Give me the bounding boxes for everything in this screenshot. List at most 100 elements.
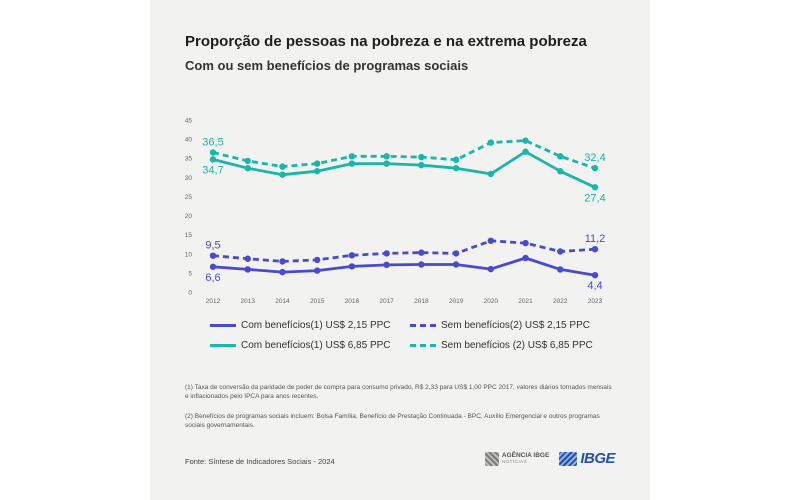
data-point — [279, 268, 286, 276]
data-point — [452, 156, 460, 163]
data-point — [487, 265, 495, 273]
data-point — [452, 164, 460, 172]
data-point — [522, 239, 529, 247]
legend-item-sem-6-85: Sem benefícios (2) US$ 6,85 PPC — [410, 340, 593, 351]
data-point — [418, 161, 425, 169]
data-point — [383, 261, 390, 269]
y-tick-label: 10 — [185, 251, 193, 258]
data-label: 4,4 — [587, 280, 602, 292]
data-labels: 6,6 4,4 9,5 11,2 34,7 27,4 36,5 32,4 — [202, 136, 605, 292]
data-label: 11,2 — [585, 233, 606, 245]
series-line-3 — [212, 139, 596, 170]
ibge-logo-icon — [559, 451, 578, 466]
data-point — [383, 250, 390, 257]
data-point — [557, 168, 564, 175]
data-point — [348, 153, 356, 160]
data-point — [209, 263, 217, 270]
x-tick-label: 2014 — [275, 298, 290, 305]
data-point — [244, 255, 251, 262]
data-point — [313, 168, 321, 175]
x-tick-label: 2015 — [310, 298, 325, 305]
y-tick-label: 35 — [185, 156, 193, 163]
data-point — [522, 148, 529, 155]
y-tick-label: 0 — [188, 290, 192, 297]
y-tick-label: 15 — [185, 232, 193, 239]
agencia-ibge-logo-icon — [484, 451, 499, 466]
series-line-0 — [212, 256, 596, 277]
data-point — [418, 249, 425, 256]
footnote-1: (1) Taxa de conversão da paridade de pod… — [185, 384, 612, 401]
data-label: 27,4 — [584, 192, 605, 204]
source-text: Fonte: Síntese de Indicadores Sociais - … — [185, 457, 335, 466]
data-point — [348, 263, 356, 270]
infographic-card: Proporção de pessoas na pobreza e na ext… — [150, 0, 650, 500]
legend-item-sem-2-15: Sem benefícios(2) US$ 2,15 PPC — [410, 320, 590, 331]
legend-label: Sem benefícios (2) US$ 6,85 PPC — [441, 340, 593, 351]
data-point — [418, 153, 425, 161]
agencia-ibge-logo: AGÊNCIA IBGE NOTÍCIAS — [484, 451, 549, 466]
y-tick-label: 40 — [185, 137, 193, 144]
data-point — [591, 245, 599, 253]
legend-swatch — [210, 344, 236, 347]
data-point — [452, 250, 460, 257]
x-tick-label: 2020 — [484, 298, 499, 305]
data-point — [557, 266, 564, 273]
chart-subtitle: Com ou sem benefícios de programas socia… — [185, 58, 469, 73]
legend-swatch — [210, 324, 236, 327]
legend-label: Com benefícios(1) US$ 6,85 PPC — [241, 340, 391, 351]
x-tick-label: 2022 — [553, 298, 568, 305]
data-point — [313, 256, 321, 264]
data-point — [522, 254, 529, 262]
x-tick-label: 2016 — [345, 298, 360, 305]
chart-title: Proporção de pessoas na pobreza e na ext… — [185, 33, 587, 50]
legend-swatch — [410, 344, 436, 347]
x-tick-label: 2019 — [449, 298, 464, 305]
series-line-2 — [212, 150, 596, 189]
legend-item-com-2-15: Com benefícios(1) US$ 2,15 PPC — [210, 320, 391, 331]
ibge-logo: IBGE — [559, 450, 615, 467]
y-tick-label: 30 — [185, 175, 193, 182]
data-point — [244, 157, 251, 165]
data-point — [452, 261, 460, 268]
data-point — [418, 261, 425, 268]
legend-item-com-6-85: Com benefícios(1) US$ 6,85 PPC — [210, 340, 391, 351]
footnote-2: (2) Benefícios de programas sociais incl… — [185, 413, 600, 430]
series-line-1 — [212, 239, 596, 263]
data-point — [487, 237, 495, 244]
data-point — [383, 153, 390, 160]
logos: AGÊNCIA IBGE NOTÍCIAS IBGE — [484, 450, 615, 467]
data-point — [348, 252, 356, 259]
x-tick-label: 2012 — [206, 298, 221, 305]
data-point — [244, 266, 251, 273]
data-point — [244, 164, 251, 172]
y-tick-label: 25 — [185, 194, 193, 201]
x-tick-label: 2021 — [518, 298, 533, 305]
data-label: 9,5 — [205, 240, 220, 252]
data-label: 36,5 — [202, 136, 223, 148]
data-point — [557, 153, 564, 160]
y-tick-label: 5 — [188, 270, 192, 277]
x-tick-label: 2018 — [414, 298, 429, 305]
data-point — [591, 184, 599, 191]
data-point — [209, 156, 217, 163]
data-point — [383, 160, 390, 167]
legend-swatch — [410, 324, 436, 327]
data-label: 6,6 — [205, 272, 220, 284]
data-point — [487, 139, 495, 146]
x-axis-ticks: 2012 2013 2014 2015 2016 2017 2018 2019 2020 2021… — [206, 298, 603, 305]
legend-label: Com benefícios(1) US$ 2,15 PPC — [241, 320, 391, 331]
data-point — [591, 271, 599, 279]
y-axis-ticks: 0 5 10 15 20 25 30 35 40 45 — [185, 118, 193, 297]
data-point — [279, 163, 286, 170]
data-point — [591, 164, 599, 172]
data-point — [313, 267, 321, 274]
data-point — [313, 160, 321, 167]
series-lines — [209, 137, 599, 279]
x-tick-label: 2013 — [240, 298, 255, 305]
data-point — [487, 170, 495, 178]
data-point — [209, 252, 217, 259]
data-point — [348, 160, 356, 167]
y-tick-label: 20 — [185, 213, 193, 220]
data-point — [279, 171, 286, 178]
